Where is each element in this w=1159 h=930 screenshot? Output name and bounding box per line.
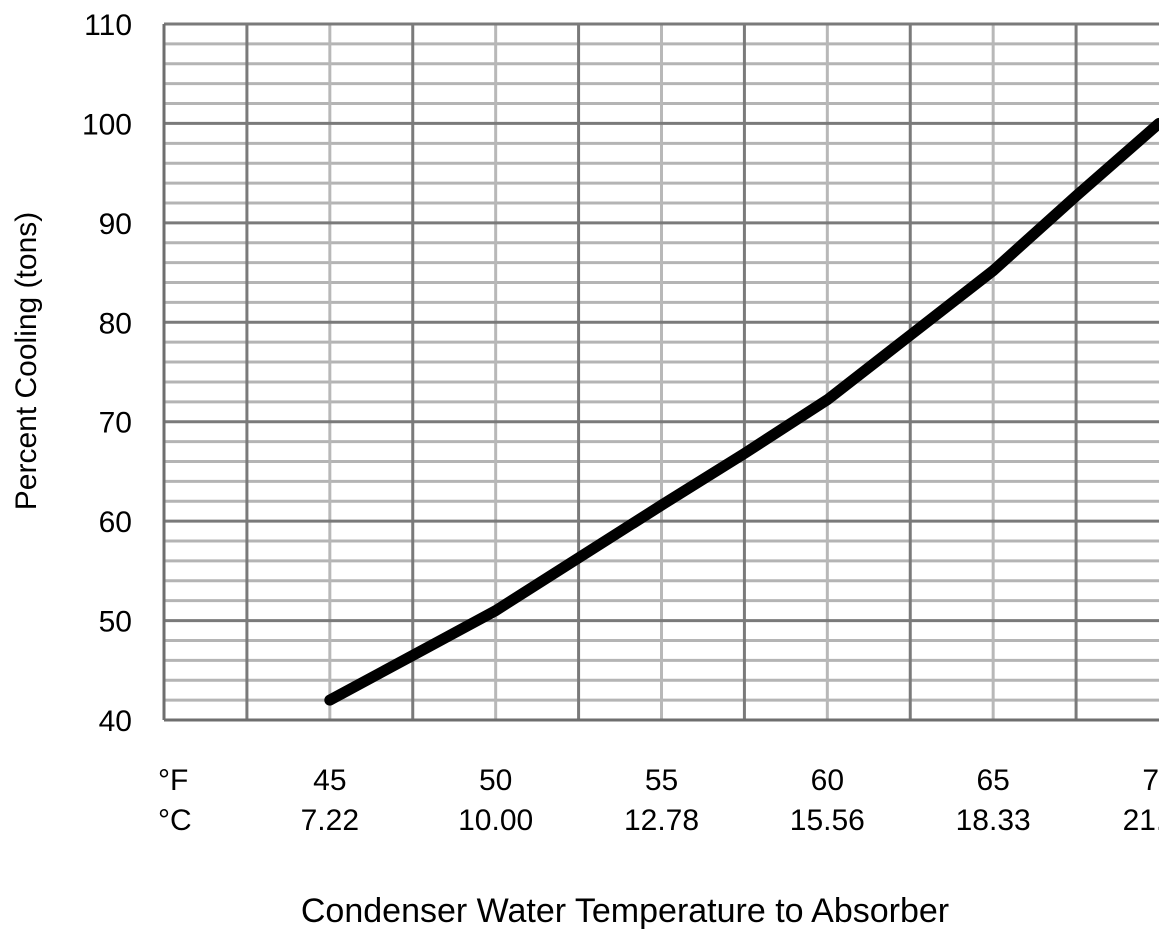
y-tick-labels: 40 50 60 70 80 90 100 110 bbox=[82, 9, 132, 738]
series-layer bbox=[324, 117, 1159, 706]
x-tick-label-f: 70 bbox=[1142, 764, 1159, 797]
x-tick-label-c: 7.22 bbox=[301, 804, 359, 837]
y-tick-label: 100 bbox=[82, 108, 132, 141]
x-unit-c-label: °C bbox=[158, 804, 192, 837]
y-tick-label: 80 bbox=[99, 307, 132, 340]
major-gridlines bbox=[164, 22, 1159, 720]
y-tick-label: 110 bbox=[84, 9, 132, 42]
x-tick-label-c: 18.33 bbox=[956, 804, 1031, 837]
x-tick-label-c: 15.56 bbox=[790, 804, 865, 837]
y-tick-label: 40 bbox=[99, 705, 132, 738]
x-tick-label-c: 21.11 bbox=[1123, 804, 1159, 837]
axes bbox=[162, 24, 1159, 722]
x-tick-label-f: 50 bbox=[479, 764, 512, 797]
x-tick-labels: 45 7.22 50 10.00 55 12.78 60 15.56 65 18.33 70 21.1… bbox=[301, 764, 1159, 837]
y-tick-label: 70 bbox=[99, 407, 132, 440]
x-axis-title: Condenser Water Temperature to Absorber bbox=[301, 892, 949, 930]
y-tick-label: 90 bbox=[99, 208, 132, 241]
minor-gridlines-x bbox=[328, 24, 995, 720]
x-tick-label-f: 60 bbox=[811, 764, 844, 797]
x-tick-label-f: 65 bbox=[976, 764, 1009, 797]
x-tick-label-c: 10.00 bbox=[458, 804, 533, 837]
y-axis-title: Percent Cooling (tons) bbox=[10, 212, 43, 510]
x-tick-label-f: 55 bbox=[645, 764, 678, 797]
y-tick-label: 60 bbox=[99, 506, 132, 539]
x-tick-label-c: 12.78 bbox=[624, 804, 699, 837]
y-tick-label: 50 bbox=[99, 606, 132, 639]
series-line-0 bbox=[324, 117, 1159, 706]
x-tick-label-f: 45 bbox=[313, 764, 346, 797]
x-unit-f-label: °F bbox=[158, 764, 188, 797]
